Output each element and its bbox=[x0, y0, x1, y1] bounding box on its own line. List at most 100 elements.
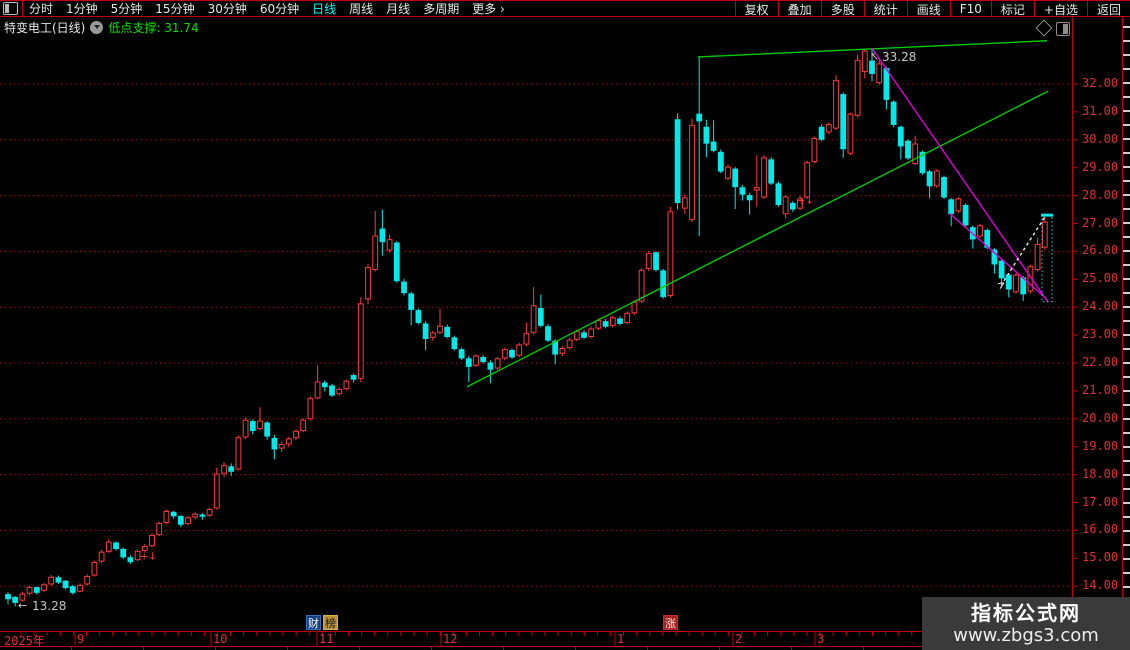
candle bbox=[429, 332, 436, 338]
candle bbox=[667, 211, 674, 296]
period-tab-分时[interactable]: 分时 bbox=[29, 2, 54, 16]
candle bbox=[408, 293, 415, 310]
candle bbox=[62, 580, 69, 589]
candle bbox=[840, 94, 847, 150]
period-tab-30分钟[interactable]: 30分钟 bbox=[207, 2, 247, 16]
candle bbox=[696, 113, 703, 122]
watermark-url: www.zbgs3.com bbox=[953, 624, 1099, 646]
candle bbox=[156, 522, 163, 536]
period-tab-5分钟[interactable]: 5分钟 bbox=[110, 2, 143, 16]
action-tab-叠加[interactable]: 叠加 bbox=[777, 0, 821, 17]
white-arrowhead bbox=[997, 282, 1005, 289]
candle bbox=[703, 126, 710, 144]
candle bbox=[631, 301, 638, 314]
action-tab-group: 复权 叠加 多股 统计 画线 F10 标记 +自选 返回 bbox=[734, 0, 1130, 17]
period-tab-周线[interactable]: 周线 bbox=[349, 2, 374, 16]
action-tab-复权[interactable]: 复权 bbox=[734, 0, 778, 17]
candle bbox=[833, 80, 839, 129]
price-axis-label: 14.00 bbox=[1082, 578, 1119, 593]
candle bbox=[141, 546, 148, 551]
candle bbox=[235, 437, 242, 470]
candle bbox=[1013, 274, 1019, 293]
price-axis-label: 30.00 bbox=[1082, 131, 1119, 146]
candle bbox=[1005, 274, 1012, 290]
candle bbox=[12, 596, 19, 603]
candle bbox=[797, 198, 803, 209]
candle bbox=[393, 242, 400, 282]
candle bbox=[998, 260, 1005, 279]
action-tab-返回[interactable]: 返回 bbox=[1086, 0, 1130, 17]
candle bbox=[149, 534, 155, 547]
candle bbox=[33, 587, 40, 593]
action-tab-画线[interactable]: 画线 bbox=[906, 0, 950, 17]
candle bbox=[897, 126, 904, 147]
month-label-9: 9 bbox=[77, 632, 85, 646]
candle bbox=[69, 586, 76, 593]
period-tab-日线[interactable]: 日线 bbox=[312, 2, 337, 16]
price-axis-label: 24.00 bbox=[1082, 299, 1119, 314]
badge-榜[interactable]: 榜 bbox=[323, 615, 338, 630]
candle bbox=[732, 168, 739, 188]
trough-price-label: 13.28 bbox=[32, 599, 66, 613]
candle bbox=[624, 312, 631, 324]
price-axis-label: 20.00 bbox=[1082, 410, 1119, 425]
peak-arrow: ↖ bbox=[870, 50, 879, 63]
period-tab-1分钟[interactable]: 1分钟 bbox=[66, 2, 98, 16]
candle bbox=[869, 60, 875, 74]
month-label-12: 12 bbox=[443, 632, 458, 646]
action-tab-+自选[interactable]: +自选 bbox=[1033, 0, 1087, 17]
candle bbox=[761, 157, 767, 198]
minimap-scrollbar[interactable] bbox=[1122, 17, 1130, 650]
white-dashed-support bbox=[1003, 214, 1047, 282]
badge-涨[interactable]: 涨 bbox=[663, 615, 678, 630]
candle bbox=[501, 349, 508, 359]
candle bbox=[588, 328, 595, 337]
candle bbox=[710, 141, 717, 151]
candle bbox=[271, 437, 278, 450]
action-tab-F10[interactable]: F10 bbox=[949, 0, 991, 17]
green-support-trendline bbox=[466, 90, 1049, 388]
candle bbox=[559, 347, 566, 354]
candle bbox=[329, 385, 335, 396]
trough-arrow: ← bbox=[18, 599, 27, 612]
candle bbox=[1034, 243, 1041, 271]
period-tab-60分钟[interactable]: 60分钟 bbox=[259, 2, 300, 16]
peak-price-label: 33.28 bbox=[882, 50, 916, 64]
candle bbox=[278, 443, 285, 449]
candle bbox=[573, 331, 580, 340]
period-tab-多周期[interactable]: 多周期 bbox=[423, 2, 460, 16]
candle bbox=[739, 187, 746, 195]
candle bbox=[825, 123, 832, 133]
price-axis-label: 25.00 bbox=[1082, 271, 1119, 286]
chevron-down-icon[interactable] bbox=[90, 20, 104, 34]
candle bbox=[213, 473, 220, 509]
split-panel-icon[interactable] bbox=[1056, 22, 1070, 36]
candle bbox=[509, 349, 515, 358]
magenta-wedge-lower bbox=[949, 213, 1047, 299]
candle bbox=[365, 267, 371, 300]
action-tab-标记[interactable]: 标记 bbox=[990, 0, 1034, 17]
period-tab-月线[interactable]: 月线 bbox=[386, 2, 411, 16]
candle bbox=[113, 542, 119, 550]
candle bbox=[876, 63, 883, 84]
action-tab-统计[interactable]: 统计 bbox=[863, 0, 907, 17]
candle bbox=[905, 140, 911, 159]
candles-layer bbox=[5, 48, 1048, 607]
candle bbox=[242, 419, 249, 438]
period-tab-更多 ›[interactable]: 更多 › bbox=[472, 2, 505, 16]
candle bbox=[926, 171, 933, 187]
price-axis-label: 16.00 bbox=[1082, 522, 1119, 537]
badge-财[interactable]: 财 bbox=[306, 615, 321, 630]
candle bbox=[386, 239, 393, 251]
candle bbox=[883, 68, 890, 100]
period-tab-15分钟[interactable]: 15分钟 bbox=[155, 2, 195, 16]
window-layout-icon[interactable] bbox=[3, 2, 18, 15]
candle bbox=[861, 50, 868, 72]
candle bbox=[257, 420, 263, 430]
price-axis-label: 31.00 bbox=[1082, 103, 1119, 118]
candle bbox=[1027, 266, 1034, 292]
candle bbox=[192, 513, 199, 518]
price-axis-label: 15.00 bbox=[1082, 550, 1119, 565]
action-tab-多股[interactable]: 多股 bbox=[820, 0, 864, 17]
